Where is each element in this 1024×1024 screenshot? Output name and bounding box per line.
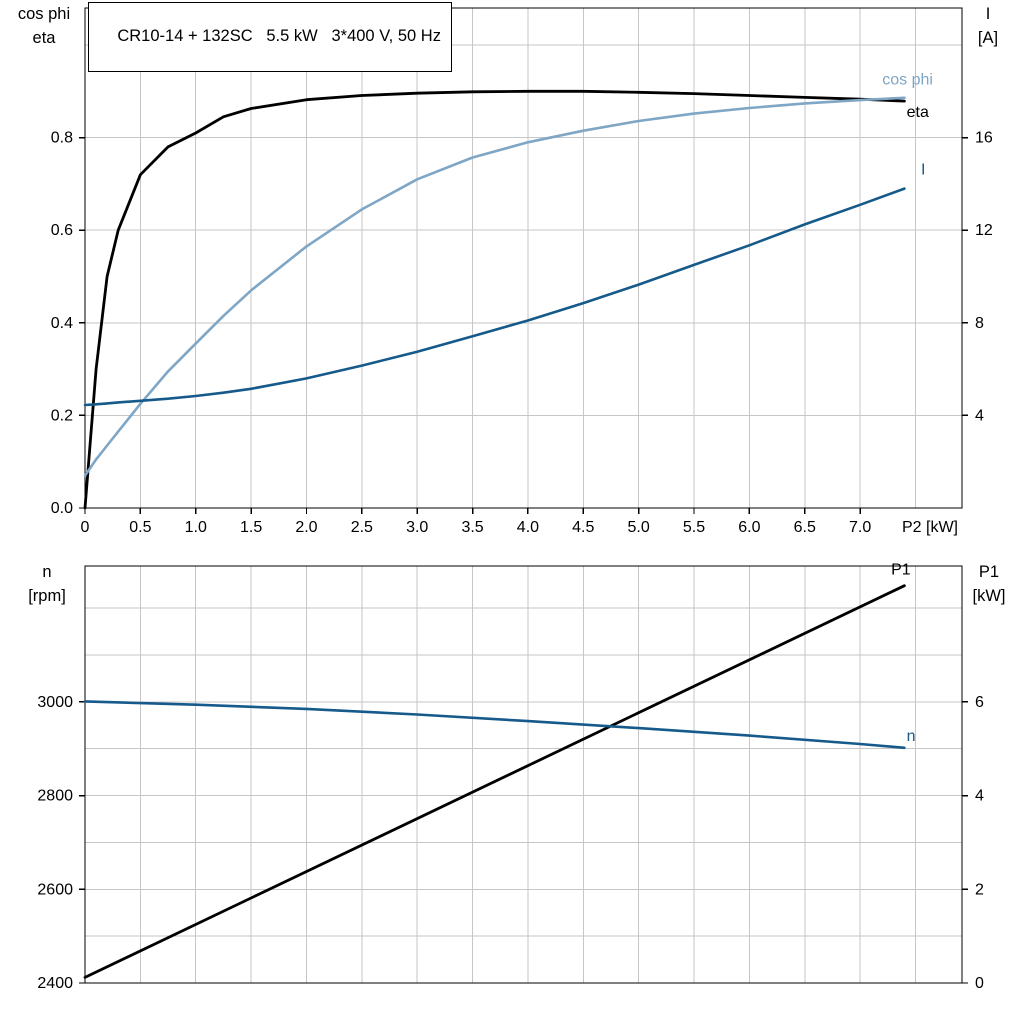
- chart-title: CR10-14 + 132SC 5.5 kW 3*400 V, 50 Hz: [117, 27, 441, 45]
- y-right-tick-label: 6: [975, 694, 984, 711]
- x-tick-label: 2.0: [295, 519, 317, 536]
- axis-label-input-power-unit: [kW]: [972, 587, 1006, 605]
- y-right-tick-label: 4: [975, 407, 984, 424]
- y-left-tick-label: 3000: [37, 694, 73, 711]
- top-right-axis-label: I [A]: [961, 2, 1015, 50]
- axis-label-eta: eta: [32, 29, 56, 47]
- y-right-tick-label: 12: [975, 222, 993, 239]
- axis-label-speed: n: [42, 563, 52, 581]
- x-tick-label: 3.5: [461, 519, 483, 536]
- x-tick-label: 1.0: [185, 519, 207, 536]
- x-tick-label: 3.0: [406, 519, 428, 536]
- chart-title-box: CR10-14 + 132SC 5.5 kW 3*400 V, 50 Hz: [88, 2, 452, 72]
- x-tick-label: 7.0: [849, 519, 871, 536]
- bottom-left-axis-label: n [rpm]: [10, 560, 84, 608]
- axis-label-speed-unit: [rpm]: [28, 587, 66, 605]
- plot-border: [84, 565, 963, 984]
- axis-label-current-unit: [A]: [977, 29, 999, 47]
- y-left-tick-label: 2800: [37, 788, 73, 805]
- curve-p1: [83, 584, 906, 979]
- axis-label-input-power: P1: [978, 563, 1000, 581]
- plot-border: [84, 7, 963, 509]
- x-tick-label: 1.5: [240, 519, 262, 536]
- curve-label-p1: P1: [891, 561, 911, 578]
- y-left-tick-label: 0.4: [51, 315, 73, 332]
- curve-n: [83, 700, 906, 750]
- curve-cos-phi: [83, 96, 906, 477]
- y-right-tick-label: 2: [975, 881, 984, 898]
- y-left-tick-label: 2600: [37, 881, 73, 898]
- x-tick-label: 6.5: [794, 519, 816, 536]
- y-right-tick-label: 16: [975, 130, 993, 147]
- axis-label-cos-phi: cos phi: [17, 5, 71, 23]
- y-right-tick-label: 0: [975, 975, 984, 992]
- curve-label-n: n: [907, 728, 916, 745]
- curve-label-cos-phi: cos phi: [882, 71, 933, 88]
- y-left-tick-label: 0.6: [51, 222, 73, 239]
- x-tick-label: 4.0: [517, 519, 539, 536]
- y-left-tick-label: 2400: [37, 975, 73, 992]
- bottom-right-axis-label: P1 [kW]: [960, 560, 1018, 608]
- curve-eta: [83, 89, 906, 510]
- y-right-tick-label: 8: [975, 315, 984, 332]
- x-tick-label: 6.0: [738, 519, 760, 536]
- y-left-tick-label: 0.0: [51, 500, 73, 517]
- y-left-tick-label: 0.8: [51, 130, 73, 147]
- axis-label-current: I: [985, 5, 991, 23]
- x-tick-label: 5.5: [683, 519, 705, 536]
- x-tick-label: 0.5: [129, 519, 151, 536]
- x-tick-label: 4.5: [572, 519, 594, 536]
- curve-i: [83, 187, 906, 407]
- y-left-tick-label: 0.2: [51, 407, 73, 424]
- x-tick-label: 2.5: [351, 519, 373, 536]
- x-tick-label: 5.0: [628, 519, 650, 536]
- top-left-axis-label: cos phi eta: [6, 2, 82, 50]
- x-axis-title: P2 [kW]: [902, 519, 958, 536]
- y-right-tick-label: 4: [975, 788, 984, 805]
- curve-label-i: I: [921, 162, 925, 179]
- x-tick-label: 0: [81, 519, 90, 536]
- curve-label-eta: eta: [907, 104, 929, 121]
